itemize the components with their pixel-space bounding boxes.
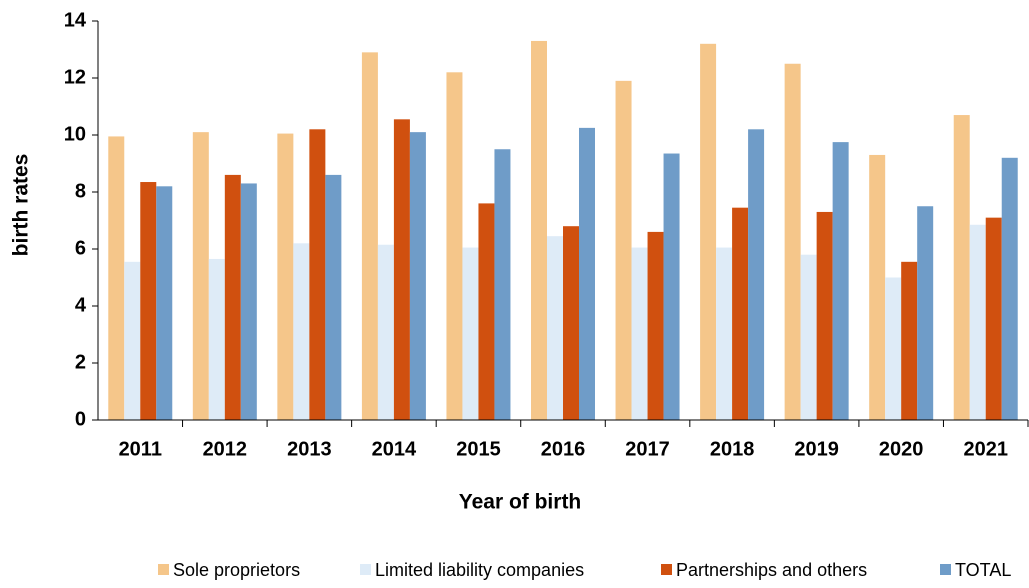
x-tick-label: 2015	[456, 438, 501, 460]
bar	[732, 207, 749, 420]
bar	[531, 40, 547, 420]
bar	[832, 142, 849, 420]
x-tick-label: 2019	[794, 438, 839, 460]
bar	[579, 127, 595, 420]
x-tick-label: 2016	[541, 438, 586, 460]
bar	[784, 63, 801, 420]
bar	[800, 254, 817, 420]
y-tick-label: 12	[64, 66, 86, 88]
y-axis-title: birth rates	[10, 154, 33, 257]
bar	[985, 217, 1002, 420]
bar	[156, 186, 173, 420]
bar	[192, 132, 209, 420]
bar	[377, 244, 394, 420]
bar	[816, 211, 833, 420]
bar	[108, 136, 125, 421]
bar	[563, 226, 579, 420]
x-tick-label: 2020	[879, 438, 924, 460]
legend-swatch	[661, 564, 672, 575]
bar	[615, 80, 632, 420]
bar	[293, 243, 310, 420]
x-tick-label: 2014	[372, 438, 417, 460]
bar	[393, 119, 410, 420]
y-tick-label: 4	[75, 294, 87, 316]
y-tick-label: 0	[75, 408, 86, 430]
legend-label: Limited liability companies	[375, 560, 584, 580]
bar	[716, 247, 733, 420]
bar	[917, 206, 934, 420]
bar	[446, 72, 463, 421]
bar	[700, 43, 717, 421]
bar	[1001, 157, 1018, 421]
bar	[885, 277, 902, 420]
x-tick-label: 2021	[963, 438, 1008, 460]
y-tick-label: 2	[75, 351, 86, 373]
bar	[208, 258, 225, 420]
bar	[969, 224, 986, 420]
bar	[748, 129, 765, 421]
bar	[901, 261, 918, 420]
x-axis-title: Year of birth	[459, 491, 582, 514]
bar	[224, 174, 241, 420]
legend-label: Sole proprietors	[173, 560, 300, 580]
x-tick-label: 2011	[119, 438, 162, 460]
bar	[631, 247, 648, 420]
bar	[309, 129, 326, 421]
bar	[547, 236, 563, 420]
bar	[409, 132, 426, 420]
x-tick-label: 2012	[203, 438, 248, 460]
legend-label: TOTAL	[955, 560, 1011, 580]
bar	[277, 133, 294, 420]
y-tick-label: 6	[75, 237, 86, 259]
legend-swatch	[158, 564, 169, 575]
x-tick-label: 2018	[710, 438, 755, 460]
bar	[494, 149, 511, 420]
legend-label: Partnerships and others	[676, 560, 867, 580]
bar	[361, 52, 378, 420]
bar	[647, 231, 664, 420]
bar	[124, 261, 141, 420]
bar	[663, 153, 680, 420]
y-tick-label: 10	[64, 123, 86, 145]
bar	[462, 247, 479, 420]
y-tick-label: 8	[75, 180, 86, 202]
bar	[478, 203, 495, 420]
x-tick-label: 2017	[625, 438, 670, 460]
bar	[953, 115, 970, 421]
bar	[240, 183, 257, 420]
bar	[869, 154, 886, 420]
bar	[325, 174, 342, 420]
legend-swatch	[940, 564, 951, 575]
x-tick-label: 2013	[287, 438, 332, 460]
legend-swatch	[360, 564, 371, 575]
y-tick-label: 14	[64, 9, 87, 31]
bar	[140, 182, 157, 420]
